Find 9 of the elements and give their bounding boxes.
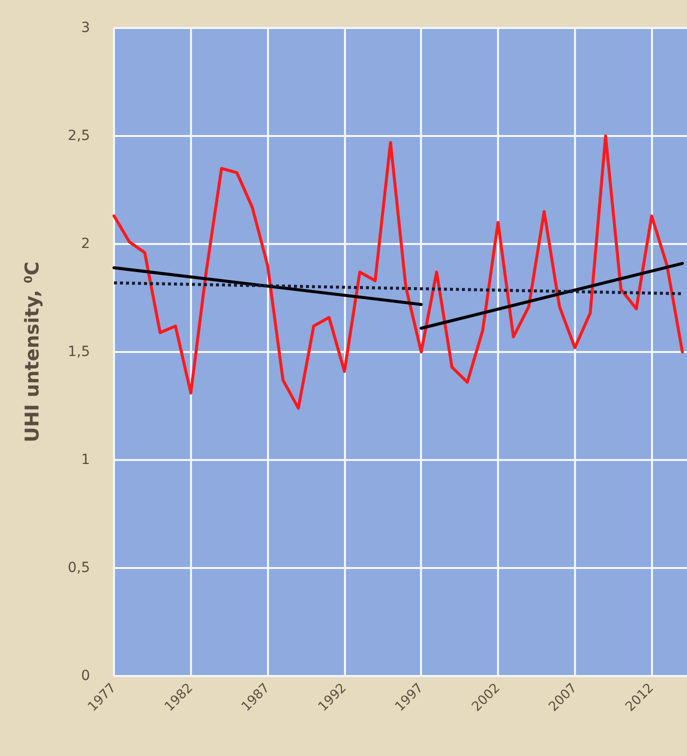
y-axis-title: UHI untensity, 0C — [22, 262, 44, 442]
y-tick-label: 2 — [81, 236, 90, 252]
y-tick-label: 0 — [81, 668, 90, 684]
y-tick-label: 2,5 — [68, 128, 90, 144]
y-tick-label: 0,5 — [68, 560, 90, 576]
y-tick-label: 3 — [81, 20, 90, 36]
y-tick-label: 1,5 — [68, 344, 90, 360]
line-series — [112, 134, 684, 410]
y-tick-label: 1 — [81, 452, 90, 468]
